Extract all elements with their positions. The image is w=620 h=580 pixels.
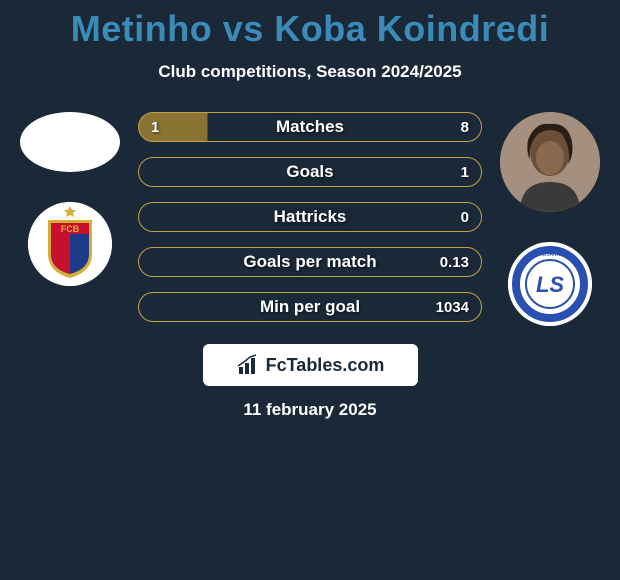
stat-bar: Goals per match 0.13 (138, 247, 482, 277)
right-player-column: LS LAUSANNE SPORT (490, 112, 610, 326)
page-title: Metinho vs Koba Koindredi (0, 0, 620, 50)
footer-brand-box: FcTables.com (203, 344, 418, 386)
left-player-column: FCB (10, 112, 130, 286)
left-club-badge: FCB (28, 202, 112, 286)
stat-label: Min per goal (260, 297, 360, 317)
stat-right-value: 8 (461, 119, 469, 136)
footer-date: 11 february 2025 (0, 400, 620, 420)
right-player-photo (500, 112, 600, 212)
stat-right-value: 1 (461, 164, 469, 181)
stat-label: Matches (276, 117, 344, 137)
stat-bar: Goals 1 (138, 157, 482, 187)
bar-chart-icon (236, 353, 260, 377)
club-ring-icon: LS LAUSANNE SPORT (508, 242, 592, 326)
comparison-row: FCB 1 Matches 8 Goals 1 Hattricks 0 Goals per m… (0, 112, 620, 326)
stat-right-value: 1034 (436, 299, 469, 316)
footer-brand-text: FcTables.com (266, 355, 385, 376)
svg-text:FCB: FCB (61, 224, 80, 234)
club-shield-icon: FCB (28, 202, 112, 286)
svg-text:SPORT: SPORT (541, 314, 558, 320)
stat-label: Goals (286, 162, 333, 182)
person-silhouette-icon (500, 112, 600, 212)
stat-right-value: 0.13 (440, 254, 469, 271)
stat-bar: Hattricks 0 (138, 202, 482, 232)
svg-text:LS: LS (536, 272, 564, 297)
right-club-badge: LS LAUSANNE SPORT (508, 242, 592, 326)
svg-text:LAUSANNE: LAUSANNE (537, 252, 565, 258)
stat-right-value: 0 (461, 209, 469, 226)
left-player-photo (20, 112, 120, 172)
stat-label: Hattricks (274, 207, 347, 227)
page-subtitle: Club competitions, Season 2024/2025 (0, 62, 620, 82)
stat-label: Goals per match (243, 252, 376, 272)
stats-column: 1 Matches 8 Goals 1 Hattricks 0 Goals per match… (130, 112, 490, 322)
stat-bar: Min per goal 1034 (138, 292, 482, 322)
stat-left-value: 1 (151, 119, 159, 136)
stat-bar: 1 Matches 8 (138, 112, 482, 142)
